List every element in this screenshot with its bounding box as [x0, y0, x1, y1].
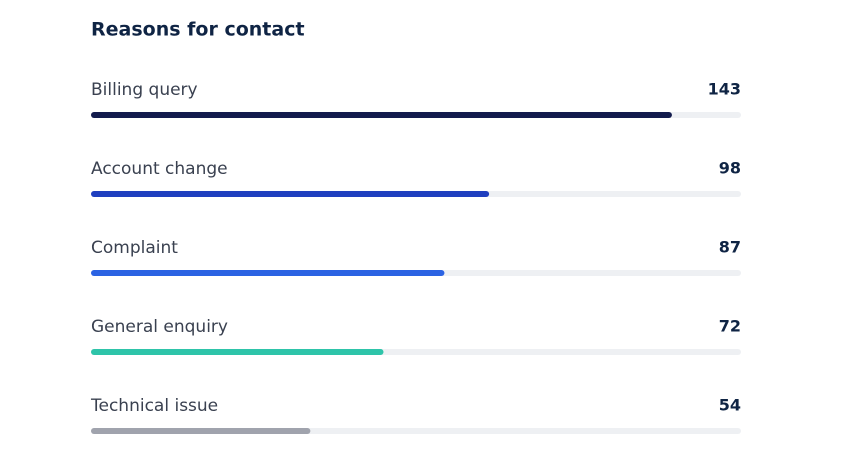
value-label: 143: [708, 80, 741, 99]
bar: [91, 428, 311, 434]
value-label: 72: [719, 317, 741, 336]
bar: [91, 191, 490, 197]
category-label: Technical issue: [90, 396, 218, 416]
bar: [91, 112, 672, 118]
category-label: Complaint: [91, 238, 178, 258]
value-label: 87: [719, 238, 741, 257]
value-label: 98: [719, 159, 741, 178]
category-label: General enquiry: [91, 317, 228, 337]
bar: [91, 270, 445, 276]
category-label: Account change: [91, 159, 228, 179]
chart-title: Reasons for contact: [91, 19, 305, 41]
value-label: 54: [719, 396, 741, 415]
category-label: Billing query: [91, 80, 198, 100]
bar: [91, 349, 384, 355]
